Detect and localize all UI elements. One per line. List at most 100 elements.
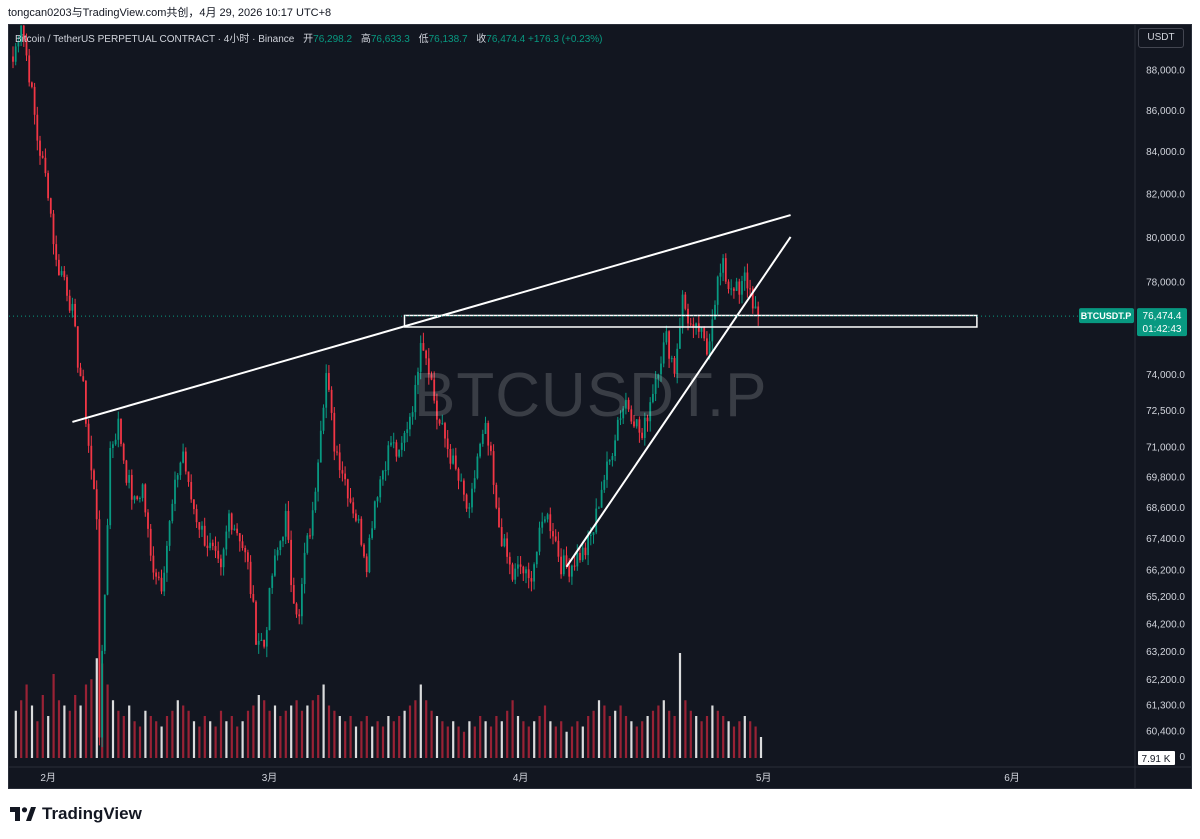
volume-bar	[79, 705, 82, 758]
volume-bar	[176, 700, 179, 758]
candle-body	[66, 277, 68, 296]
volume-bar	[273, 705, 277, 758]
candle-body	[641, 432, 643, 438]
candle-body	[114, 439, 117, 445]
volume-bar	[52, 674, 55, 758]
volume-bar	[203, 716, 206, 758]
volume-bar	[279, 716, 282, 758]
volume-bar	[759, 737, 763, 758]
candle-body	[136, 496, 139, 500]
volume-bar	[462, 731, 466, 758]
volume-bar	[543, 705, 547, 758]
candle-body	[627, 399, 630, 410]
legend-open-value: 76,298.2	[313, 34, 353, 45]
candle-body	[149, 528, 152, 556]
candle-body	[309, 535, 311, 537]
candle-body	[438, 419, 441, 424]
candle-body	[176, 475, 179, 480]
candle-body	[630, 409, 633, 422]
volume-bar	[565, 731, 568, 758]
candle-body	[344, 473, 346, 480]
volume-bar	[430, 710, 433, 758]
candle-body	[530, 578, 533, 582]
volume-bar	[311, 700, 314, 758]
footer-brand[interactable]: TradingView	[10, 804, 142, 824]
candle-body	[260, 639, 263, 641]
volume-bar	[360, 721, 363, 758]
candle-body	[673, 358, 676, 374]
candle-body	[600, 489, 603, 508]
candle-body	[495, 484, 498, 508]
candle-body	[660, 363, 662, 375]
candle-body	[741, 280, 743, 295]
volume-bar	[241, 721, 244, 758]
volume-bar	[20, 700, 23, 758]
candle-body	[373, 501, 376, 529]
candle-body	[128, 475, 130, 483]
candle-body	[549, 514, 552, 532]
candle-body	[595, 508, 598, 533]
volume-bar	[160, 726, 163, 758]
price-tick-label: 66,200.0	[1146, 565, 1185, 576]
candle-body	[120, 418, 122, 444]
candle-body	[90, 445, 93, 471]
candle-body	[41, 155, 44, 158]
candle-body	[616, 419, 619, 441]
volume-bar	[95, 658, 98, 758]
candle-body	[544, 519, 546, 522]
time-tick-label: 6月	[1004, 772, 1020, 784]
candle-body	[490, 445, 492, 452]
candle-body	[552, 531, 554, 537]
candle-body	[122, 443, 125, 461]
share-caption: tongcan0203与TradingView.com共创，4月 29, 202…	[8, 7, 332, 19]
candle-body	[473, 478, 476, 489]
volume-zero-label: 0	[1179, 752, 1185, 763]
candle-body	[336, 451, 338, 453]
candle-body	[125, 460, 128, 483]
volume-bar	[587, 716, 590, 758]
volume-bar	[371, 726, 374, 758]
candle-body	[751, 288, 754, 309]
volume-bar	[673, 716, 676, 758]
candle-body	[55, 244, 58, 260]
volume-bar	[252, 705, 255, 758]
volume-bar	[608, 716, 611, 758]
candle-body	[314, 491, 317, 511]
volume-bar	[419, 684, 422, 758]
candle-body	[554, 536, 557, 541]
chart-panel[interactable]: 88,000.0 86,000.0 84,000.0 82,000.0 80,000.0…	[8, 24, 1192, 789]
price-axis: 88,000.0 86,000.0 84,000.0 82,000.0 80,000.0…	[1079, 25, 1187, 788]
time-tick-label: 4月	[513, 772, 529, 784]
candle-body	[706, 338, 708, 355]
volume-bar	[25, 684, 28, 758]
candle-body	[187, 471, 190, 482]
candle-body	[527, 569, 530, 579]
candle-body	[25, 39, 28, 56]
candle-body	[535, 551, 538, 565]
legend-change: +176.3 (+0.23%)	[528, 34, 603, 45]
candle-body	[268, 587, 271, 631]
candle-body	[724, 258, 727, 282]
chart-svg[interactable]: 88,000.0 86,000.0 84,000.0 82,000.0 80,000.0…	[9, 25, 1192, 789]
volume-bar	[619, 705, 622, 758]
candle-body	[349, 498, 352, 503]
volume-bar	[246, 710, 250, 758]
currency-button[interactable]: USDT	[1138, 28, 1184, 48]
candle-body	[457, 468, 460, 481]
brand-name: TradingView	[42, 804, 142, 823]
price-tick-label: 84,000.0	[1146, 147, 1185, 158]
price-tick-label: 71,000.0	[1146, 443, 1185, 454]
volume-bar	[376, 721, 379, 758]
volume-bar	[257, 695, 260, 758]
candle-body	[179, 462, 182, 476]
candle-body	[338, 452, 341, 471]
candle-body	[306, 535, 309, 553]
volume-bar	[695, 716, 698, 758]
volume-bar	[138, 726, 142, 758]
candle-body	[562, 555, 565, 575]
volume-bar	[74, 695, 77, 758]
volume-bar	[700, 721, 703, 758]
candle-body	[22, 25, 25, 40]
volume-bar	[689, 710, 692, 758]
candle-body	[692, 324, 695, 329]
